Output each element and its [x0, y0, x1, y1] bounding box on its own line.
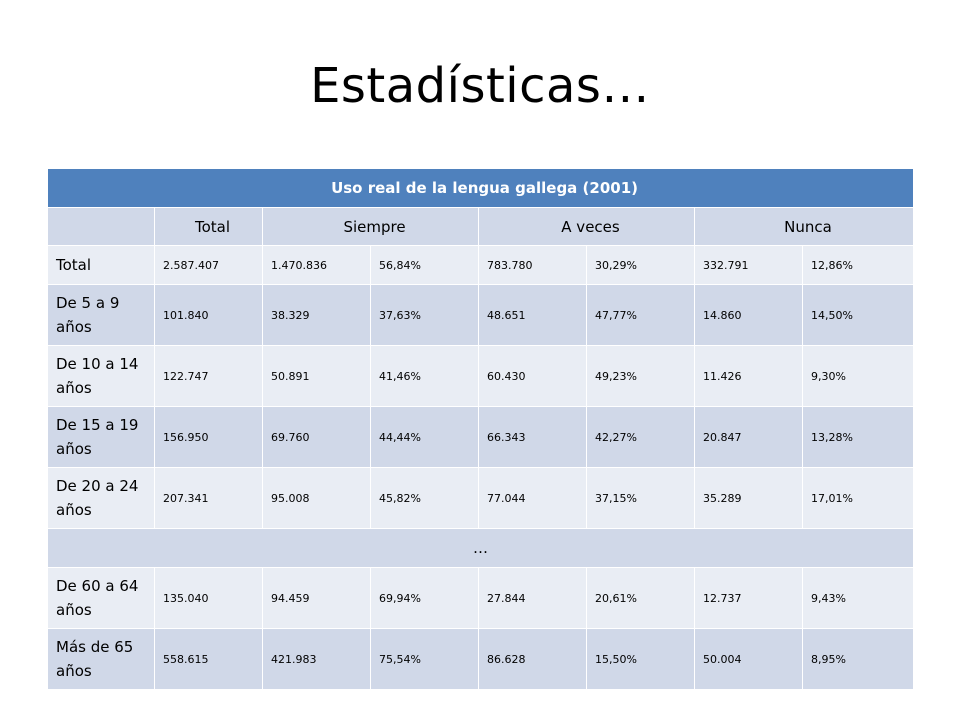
cell-siempre-count: 94.459 — [262, 567, 371, 629]
cell-siempre-count: 50.891 — [262, 345, 371, 407]
row-label: De 15 a 19 años — [47, 406, 155, 468]
table-row: De 15 a 19 años 156.950 69.760 44,44% 66… — [47, 406, 915, 468]
cell-siempre-count: 38.329 — [262, 284, 371, 346]
cell-total: 558.615 — [154, 628, 263, 690]
cell-total: 2.587.407 — [154, 245, 263, 285]
table-row: De 5 a 9 años 101.840 38.329 37,63% 48.6… — [47, 284, 915, 346]
cell-total: 135.040 — [154, 567, 263, 629]
table-row-ellipsis: … — [46, 528, 915, 568]
row-label: Total — [47, 245, 155, 285]
header-total: Total — [154, 207, 263, 246]
ellipsis-cell: … — [46, 528, 915, 568]
cell-a-veces-count: 77.044 — [478, 467, 587, 529]
table-caption-row: Uso real de la lengua gallega (2001) — [46, 168, 915, 208]
cell-a-veces-count: 66.343 — [478, 406, 587, 468]
cell-siempre-count: 69.760 — [262, 406, 371, 468]
cell-nunca-percent: 13,28% — [801, 406, 915, 468]
cell-siempre-percent: 41,46% — [370, 345, 479, 407]
cell-total: 207.341 — [154, 467, 263, 529]
cell-nunca-count: 14.860 — [694, 284, 803, 346]
header-a-veces: A veces — [478, 207, 695, 246]
cell-nunca-count: 11.426 — [694, 345, 803, 407]
table-caption: Uso real de la lengua gallega (2001) — [46, 168, 915, 208]
cell-siempre-percent: 44,44% — [370, 406, 479, 468]
cell-siempre-percent: 45,82% — [370, 467, 479, 529]
cell-nunca-count: 50.004 — [694, 628, 803, 690]
table-row: De 10 a 14 años 122.747 50.891 41,46% 60… — [47, 345, 915, 407]
cell-nunca-percent: 12,86% — [801, 245, 915, 285]
cell-a-veces-percent: 37,15% — [586, 467, 695, 529]
header-empty — [47, 207, 155, 246]
cell-siempre-count: 421.983 — [262, 628, 371, 690]
row-label: De 20 a 24 años — [47, 467, 155, 529]
header-nunca: Nunca — [693, 207, 915, 246]
cell-a-veces-count: 783.780 — [478, 245, 587, 285]
cell-nunca-count: 20.847 — [694, 406, 803, 468]
cell-a-veces-count: 48.651 — [478, 284, 587, 346]
header-siempre: Siempre — [262, 207, 479, 246]
cell-siempre-count: 1.470.836 — [262, 245, 371, 285]
cell-nunca-count: 332.791 — [694, 245, 803, 285]
row-label: De 10 a 14 años — [47, 345, 155, 407]
cell-total: 156.950 — [154, 406, 263, 468]
statistics-table: Uso real de la lengua gallega (2001) Tot… — [46, 168, 915, 690]
cell-siempre-count: 95.008 — [262, 467, 371, 529]
slide-title: Estadísticas… — [310, 58, 650, 114]
table-header-row: Total Siempre A veces Nunca — [47, 207, 915, 246]
cell-a-veces-percent: 49,23% — [586, 345, 695, 407]
cell-a-veces-count: 60.430 — [478, 345, 587, 407]
table-row: Más de 65 años 558.615 421.983 75,54% 86… — [47, 628, 915, 690]
cell-a-veces-percent: 30,29% — [586, 245, 695, 285]
cell-a-veces-percent: 42,27% — [586, 406, 695, 468]
cell-a-veces-count: 86.628 — [478, 628, 587, 690]
cell-siempre-percent: 69,94% — [370, 567, 479, 629]
cell-nunca-percent: 9,30% — [801, 345, 915, 407]
cell-nunca-percent: 9,43% — [801, 567, 915, 629]
cell-a-veces-percent: 20,61% — [586, 567, 695, 629]
cell-nunca-percent: 8,95% — [801, 628, 915, 690]
cell-a-veces-count: 27.844 — [478, 567, 587, 629]
cell-total: 101.840 — [154, 284, 263, 346]
row-label: Más de 65 años — [47, 628, 155, 690]
cell-total: 122.747 — [154, 345, 263, 407]
cell-siempre-percent: 37,63% — [370, 284, 479, 346]
cell-siempre-percent: 56,84% — [370, 245, 479, 285]
cell-siempre-percent: 75,54% — [370, 628, 479, 690]
cell-nunca-percent: 17,01% — [801, 467, 915, 529]
row-label: De 60 a 64 años — [47, 567, 155, 629]
table-row: De 60 a 64 años 135.040 94.459 69,94% 27… — [47, 567, 915, 629]
cell-nunca-count: 12.737 — [694, 567, 803, 629]
table-row: De 20 a 24 años 207.341 95.008 45,82% 77… — [47, 467, 915, 529]
cell-a-veces-percent: 15,50% — [586, 628, 695, 690]
cell-nunca-percent: 14,50% — [801, 284, 915, 346]
row-label: De 5 a 9 años — [47, 284, 155, 346]
cell-a-veces-percent: 47,77% — [586, 284, 695, 346]
table-row: Total 2.587.407 1.470.836 56,84% 783.780… — [47, 245, 915, 285]
cell-nunca-count: 35.289 — [694, 467, 803, 529]
